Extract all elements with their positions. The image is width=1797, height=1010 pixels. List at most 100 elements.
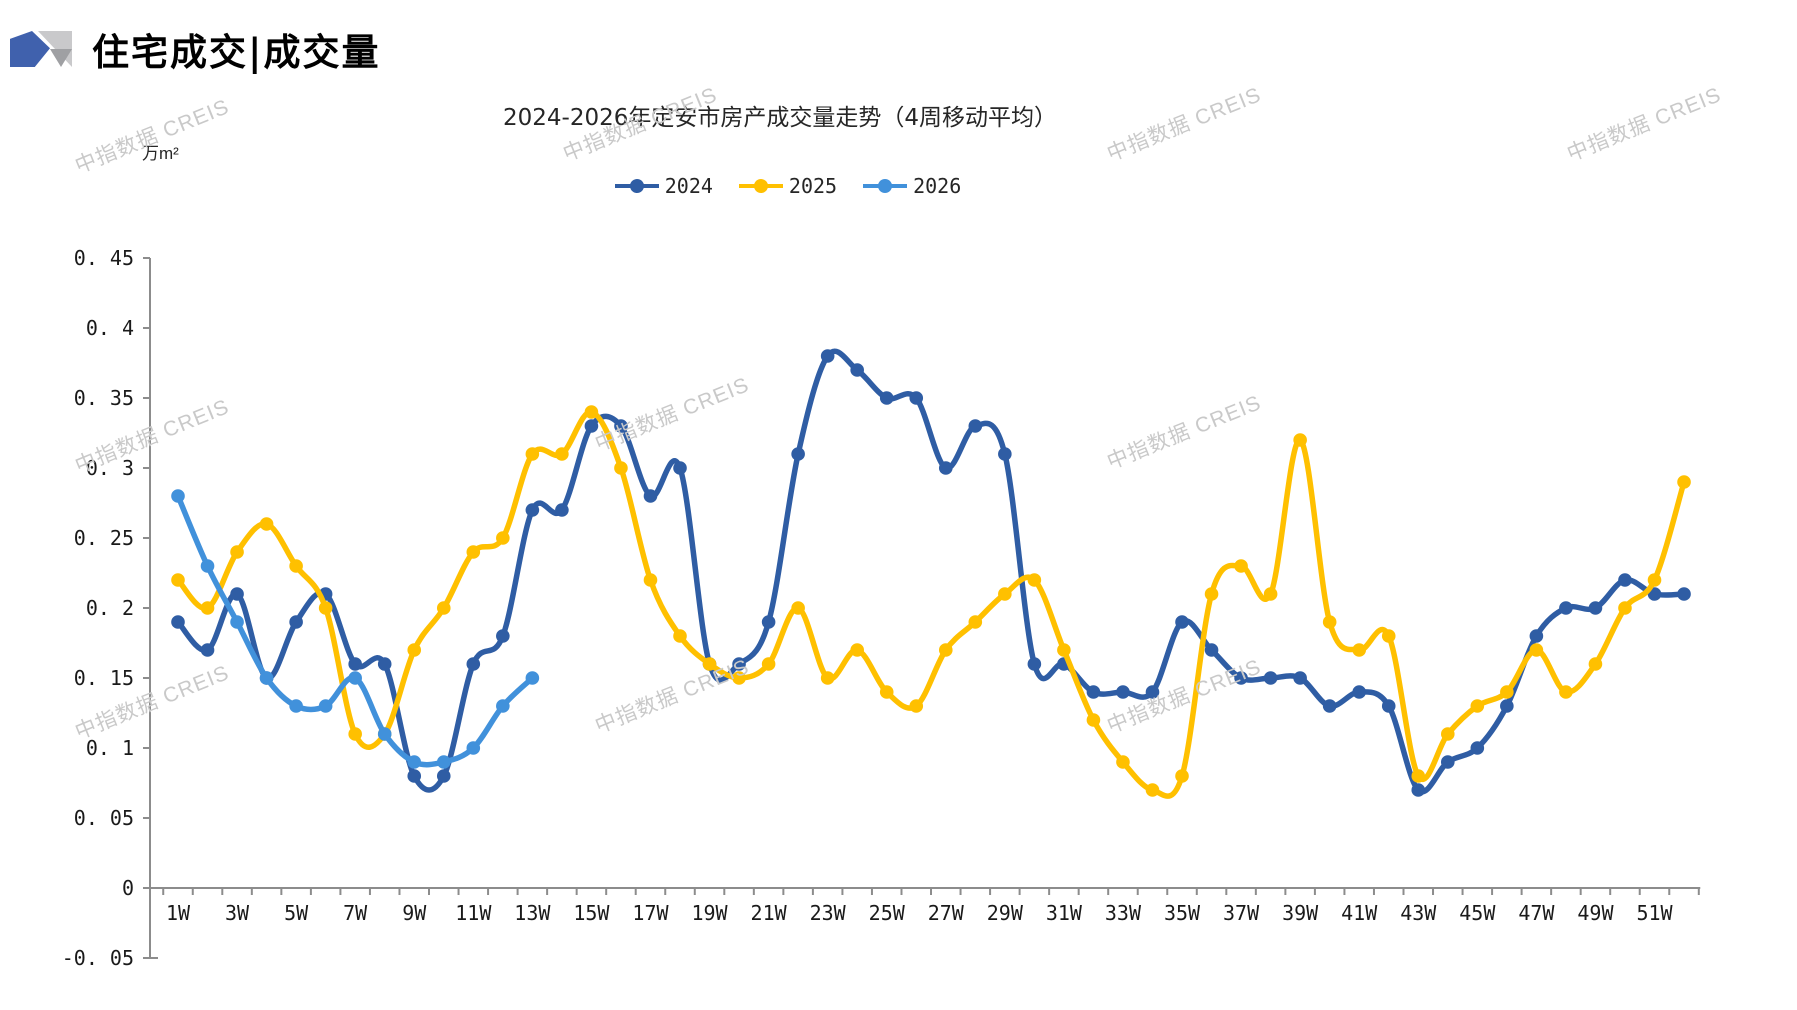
series-dot-2025 <box>791 601 805 615</box>
series-dot-2024 <box>879 391 894 405</box>
series-dot-2024 <box>850 363 864 377</box>
x-tick-label: 43W <box>1400 901 1437 925</box>
series-dot-2025 <box>1677 475 1691 489</box>
x-tick-label: 41W <box>1341 901 1378 925</box>
series-dot-2025 <box>259 517 274 531</box>
legend-item-2026: 2026 <box>863 174 961 198</box>
y-tick-label: 0. 2 <box>86 596 134 620</box>
x-tick-label: 45W <box>1459 901 1496 925</box>
series-dot-2024 <box>1234 671 1248 685</box>
series-dot-2024 <box>1470 741 1485 755</box>
series-dot-2025 <box>407 643 422 657</box>
x-tick-label: 13W <box>514 901 551 925</box>
x-tick-label: 27W <box>928 901 965 925</box>
legend-item-2025: 2025 <box>738 174 837 198</box>
y-tick-label: 0. 15 <box>74 666 134 690</box>
series-dot-2024 <box>643 489 658 503</box>
x-tick-label: 49W <box>1577 901 1614 925</box>
series-dot-2024 <box>436 769 451 783</box>
series-dot-2025 <box>968 615 983 629</box>
legend-marker-2024 <box>614 179 659 193</box>
series-dot-2026 <box>200 559 215 573</box>
legend-label-2026: 2026 <box>913 174 962 198</box>
series-dot-2024 <box>1411 783 1426 797</box>
x-tick-label: 39W <box>1282 901 1319 925</box>
x-tick-label: 1W <box>166 901 191 925</box>
x-tick-label: 51W <box>1636 901 1673 925</box>
legend-item-2024: 2024 <box>614 174 713 198</box>
series-dot-2024 <box>1677 587 1691 601</box>
legend-label-2024: 2024 <box>664 174 713 198</box>
series-dot-2024 <box>968 419 983 433</box>
series-dot-2025 <box>673 629 687 643</box>
series-dot-2024 <box>555 503 569 517</box>
series-dot-2025 <box>1618 601 1632 615</box>
x-tick-label: 3W <box>225 901 250 925</box>
series-dot-2024 <box>1322 699 1337 713</box>
y-tick-label: 0 <box>122 876 134 900</box>
series-dot-2024 <box>761 615 776 629</box>
series-dot-2025 <box>643 573 658 587</box>
series-dot-2025 <box>1116 755 1130 769</box>
series-dot-2026 <box>348 671 362 685</box>
series-dot-2024 <box>1204 643 1219 657</box>
chart-legend: 2024 2025 2026 <box>508 174 1068 198</box>
series-dot-2025 <box>1559 685 1573 699</box>
series-dot-2025 <box>850 643 864 657</box>
series-dot-2024 <box>466 657 481 671</box>
series-dot-2025 <box>436 601 451 615</box>
series-dot-2025 <box>1293 433 1307 447</box>
series-dot-2026 <box>318 699 333 713</box>
x-tick-label: 21W <box>751 901 788 925</box>
series-dot-2025 <box>1145 783 1160 797</box>
series-dot-2025 <box>1027 573 1042 587</box>
series-dot-2025 <box>348 727 362 741</box>
x-tick-label: 25W <box>869 901 906 925</box>
series-dot-2024 <box>1263 671 1278 685</box>
page-title: 住宅成交|成交量 <box>92 30 381 74</box>
series-dot-2025 <box>1500 685 1514 699</box>
x-tick-label: 29W <box>987 901 1024 925</box>
y-tick-label: 0. 1 <box>86 736 134 760</box>
series-dot-2025 <box>289 559 303 573</box>
legend-marker-2025 <box>738 179 783 193</box>
series-dot-2025 <box>1440 727 1455 741</box>
series-dot-2025 <box>761 657 776 671</box>
series-dot-2025 <box>1352 643 1366 657</box>
series-dot-2024 <box>820 349 835 363</box>
series-dot-2024 <box>1116 685 1130 699</box>
series-dot-2025 <box>1234 559 1248 573</box>
series-dot-2024 <box>1145 685 1160 699</box>
series-dot-2024 <box>1588 601 1603 615</box>
x-tick-label: 37W <box>1223 901 1260 925</box>
series-dot-2024 <box>377 657 392 671</box>
series-dot-2025 <box>1381 629 1396 643</box>
series-dot-2024 <box>1559 601 1573 615</box>
series-dot-2026 <box>230 615 244 629</box>
series-dot-2025 <box>614 461 628 475</box>
series-dot-2025 <box>496 531 510 545</box>
series-dot-2025 <box>466 545 481 559</box>
series-dot-2025 <box>1204 587 1219 601</box>
series-dot-2025 <box>525 447 540 461</box>
series-dot-2024 <box>614 419 628 433</box>
series-dot-2025 <box>555 447 569 461</box>
series-dot-2025 <box>909 699 924 713</box>
series-dot-2024 <box>1175 615 1189 629</box>
series-dot-2024 <box>909 391 924 405</box>
series-dot-2024 <box>1027 657 1042 671</box>
series-dot-2024 <box>791 447 805 461</box>
y-axis-unit-label: 万m² <box>142 144 179 163</box>
y-tick-label: 0. 4 <box>86 316 134 340</box>
y-tick-label: 0. 45 <box>74 246 134 270</box>
y-tick-label: 0. 3 <box>86 456 134 480</box>
series-dot-2024 <box>938 461 953 475</box>
series-dot-2025 <box>1470 699 1485 713</box>
x-tick-label: 17W <box>632 901 669 925</box>
series-dot-2025 <box>879 685 894 699</box>
series-dot-2024 <box>998 447 1012 461</box>
series-dot-2024 <box>496 629 510 643</box>
series-dot-2025 <box>1529 643 1544 657</box>
series-dot-2026 <box>525 671 540 685</box>
series-dot-2026 <box>407 755 422 769</box>
